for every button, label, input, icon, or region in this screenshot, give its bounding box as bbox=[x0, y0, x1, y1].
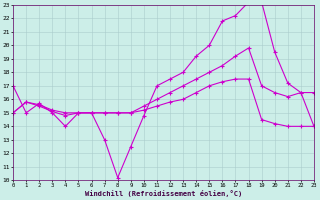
X-axis label: Windchill (Refroidissement éolien,°C): Windchill (Refroidissement éolien,°C) bbox=[85, 190, 242, 197]
